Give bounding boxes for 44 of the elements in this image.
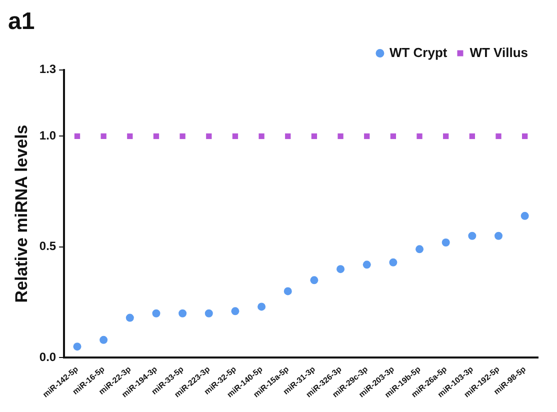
point [153, 133, 160, 140]
legend-label: WT Villus [470, 44, 528, 60]
y-tick-label: 1.0 [39, 128, 56, 143]
point [416, 133, 422, 140]
point [494, 232, 503, 240]
point [100, 133, 106, 140]
point [126, 314, 134, 322]
point [496, 133, 502, 140]
point [364, 133, 370, 140]
point [442, 238, 450, 247]
point [468, 232, 476, 240]
point [231, 307, 240, 316]
point [389, 258, 398, 266]
point [232, 133, 238, 140]
point [284, 287, 292, 296]
point [520, 212, 529, 220]
point [338, 133, 344, 140]
point [127, 133, 133, 140]
y-axis-title: Relative miRNA levels [12, 124, 31, 303]
point [152, 309, 160, 318]
point [204, 309, 213, 318]
point [73, 342, 82, 351]
point [311, 133, 318, 140]
y-tick-label: 0.0 [39, 350, 56, 364]
point [362, 260, 371, 269]
legend-label: WT Crypt [389, 44, 448, 60]
point [74, 133, 80, 140]
point [258, 302, 266, 311]
y-tick-label: 0.5 [39, 239, 56, 254]
point [285, 133, 291, 140]
point [180, 133, 186, 140]
point [100, 336, 108, 344]
chart-title: a1 [8, 8, 35, 36]
point [522, 133, 528, 140]
point [390, 133, 396, 140]
point [416, 245, 424, 254]
point [310, 276, 318, 284]
point [469, 133, 476, 140]
point [258, 133, 264, 140]
point [206, 133, 212, 140]
y-tick-label: 1.3 [39, 62, 56, 76]
point [443, 133, 449, 140]
point [178, 309, 187, 318]
point [336, 265, 345, 274]
